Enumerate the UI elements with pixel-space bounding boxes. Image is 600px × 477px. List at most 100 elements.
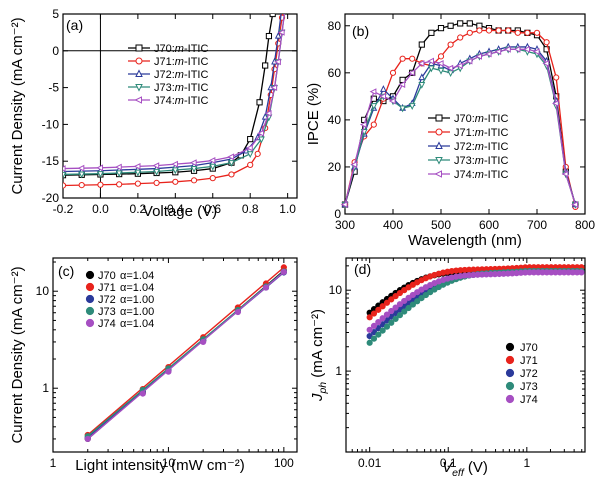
data-point	[401, 297, 408, 305]
data-point	[269, 14, 276, 18]
data-point	[455, 62, 463, 70]
legend-label-part: m	[475, 141, 484, 153]
x-tick-label: 1	[50, 456, 57, 470]
panel-b-ipce-spectra: 300 400 500 600 700 800 0 20 40 60 80 Wavelength (n…	[305, 13, 595, 249]
legend-label-part: J72:	[454, 141, 475, 153]
legend-alpha: α=1.00	[120, 294, 154, 306]
data-point	[409, 291, 416, 299]
data-point	[505, 27, 512, 34]
y-tick-label: 1	[42, 381, 49, 395]
panel-label: (b)	[352, 23, 369, 39]
data-point	[78, 171, 86, 179]
y-axis-title: Jph (mA cm⁻²)	[309, 309, 329, 402]
x-tick-label: 0.2	[130, 202, 147, 216]
data-point	[476, 27, 483, 34]
data-point	[409, 301, 416, 308]
data-point	[457, 20, 464, 27]
data-point	[379, 92, 386, 100]
data-point	[359, 121, 367, 128]
data-point	[375, 306, 382, 313]
data-point	[375, 331, 382, 338]
legend-label: J73:m-ITIC	[154, 82, 208, 94]
data-point	[262, 62, 269, 69]
data-point	[254, 150, 261, 157]
data-point	[466, 20, 473, 27]
data-point	[392, 293, 399, 300]
legend-marker	[505, 355, 515, 365]
data-point	[446, 64, 454, 72]
x-axis-title-rest: (V)	[464, 459, 488, 476]
fit-line-J74	[87, 271, 285, 440]
data-point	[513, 45, 521, 53]
y-tick-label: 10	[36, 284, 50, 298]
data-point	[405, 304, 412, 312]
data-point	[200, 338, 207, 346]
legend-alpha: α=1.04	[120, 318, 154, 330]
legend-marker	[85, 306, 95, 316]
legend-marker	[435, 157, 443, 165]
data-point	[396, 312, 404, 319]
legend-label: J74:m-ITIC	[154, 95, 208, 107]
data-point	[409, 55, 416, 62]
data-point	[234, 308, 242, 316]
data-point	[418, 41, 425, 48]
data-point	[370, 322, 378, 329]
data-point	[63, 171, 67, 179]
legend-label-part: -ITIC	[184, 43, 208, 55]
y-tick-label: 60	[328, 66, 342, 80]
data-point	[209, 175, 216, 182]
legend-label: J71:m-ITIC	[154, 56, 208, 68]
legend-marker	[435, 114, 443, 122]
series-line-J71:m-ITIC	[63, 14, 284, 187]
legend-marker	[85, 318, 95, 328]
legend-marker	[505, 368, 515, 378]
legend-label-part: -ITIC	[184, 56, 208, 68]
data-point	[494, 48, 502, 56]
data-point	[475, 52, 482, 60]
panel-label: (d)	[354, 261, 371, 277]
data-point	[366, 314, 373, 321]
data-point	[379, 85, 387, 92]
data-point	[485, 27, 493, 34]
y-tick-label: 20	[328, 160, 342, 174]
data-point	[524, 29, 531, 36]
data-point	[264, 109, 272, 117]
legend-label-part: J73:	[154, 82, 175, 94]
x-tick-label: 0.1	[440, 456, 457, 470]
legend-label-part: m	[175, 56, 184, 68]
legend-marker	[435, 128, 443, 136]
y-tick-label: 5	[52, 7, 59, 21]
data-point	[436, 60, 444, 67]
data-point	[246, 151, 254, 159]
data-point	[165, 368, 172, 375]
data-point	[245, 144, 253, 152]
data-point	[561, 170, 569, 178]
legend-marker	[85, 282, 95, 292]
data-point	[399, 55, 406, 62]
x-tick-label: -0.2	[53, 202, 74, 216]
data-point	[247, 136, 254, 143]
data-point	[379, 327, 386, 334]
y-tick-label: 10	[329, 283, 343, 297]
data-point	[447, 41, 454, 48]
data-point	[153, 179, 160, 187]
data-point	[542, 60, 550, 67]
legend-label-part: -ITIC	[484, 113, 508, 125]
legend-marker	[505, 342, 515, 352]
data-point	[465, 57, 473, 65]
data-point	[63, 165, 66, 172]
panel-a-frame	[62, 13, 298, 199]
y-axis-title-sub: ph	[317, 382, 329, 395]
data-point	[418, 81, 426, 89]
data-point	[457, 34, 464, 41]
legend-label-part: m	[475, 169, 484, 181]
data-point	[134, 169, 142, 177]
data-point	[417, 60, 425, 67]
legend-label-part: m	[175, 43, 184, 55]
data-point	[114, 163, 122, 171]
data-point	[152, 162, 160, 170]
legend-label-part: J70:	[454, 113, 475, 125]
